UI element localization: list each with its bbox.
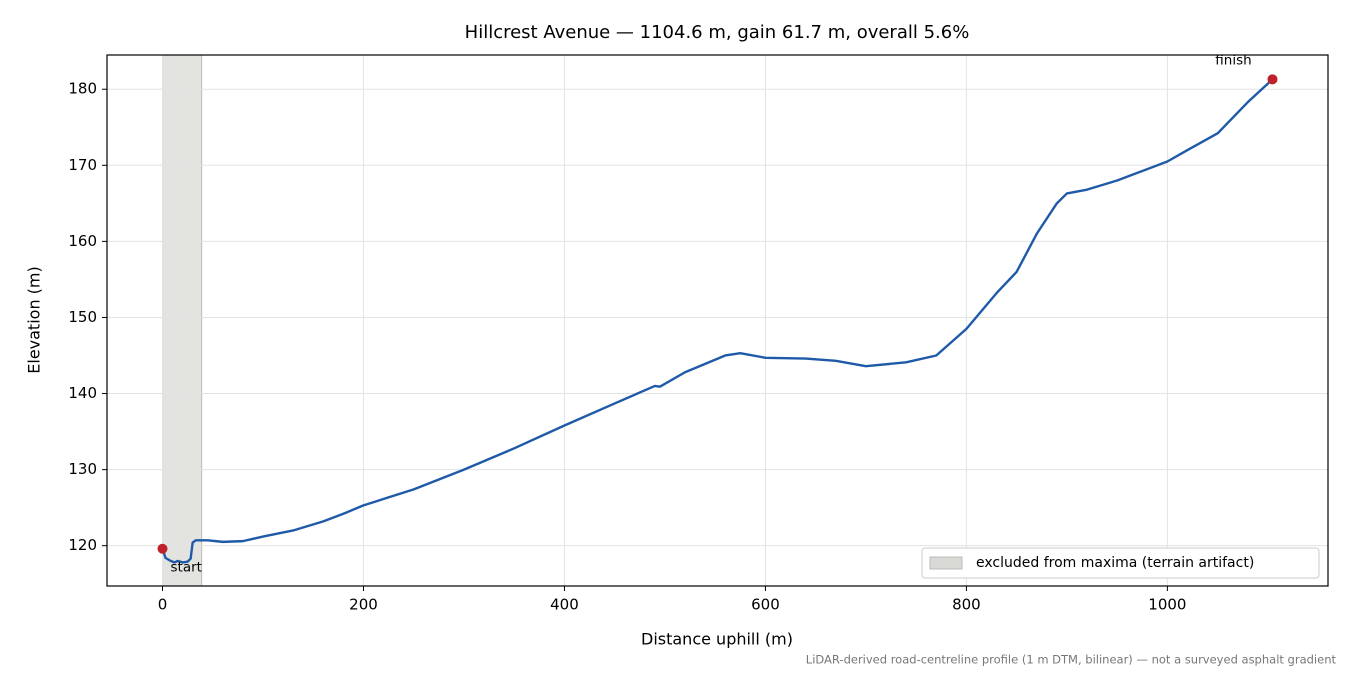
y-tick-label: 130: [68, 460, 97, 478]
y-tick-label: 120: [68, 536, 97, 554]
y-tick-label: 180: [68, 80, 97, 98]
chart-title: Hillcrest Avenue — 1104.6 m, gain 61.7 m…: [465, 22, 970, 43]
y-tick-label: 170: [68, 156, 97, 174]
y-tick-label: 160: [68, 232, 97, 250]
annotation-marker: [157, 543, 168, 554]
x-tick-label: 400: [550, 596, 579, 614]
x-tick-label: 600: [751, 596, 780, 614]
y-tick-label: 150: [68, 308, 97, 326]
x-tick-label: 200: [349, 596, 378, 614]
plot-frame: [106, 54, 1329, 587]
x-tick-label: 0: [158, 596, 168, 614]
legend-label: excluded from maxima (terrain artifact): [976, 555, 1254, 571]
annotation-label: finish: [1215, 52, 1251, 68]
shaded-region: [162, 54, 203, 587]
legend-box: [921, 547, 1320, 579]
x-axis-label: Distance uphill (m): [641, 630, 793, 649]
legend-swatch: [929, 556, 963, 570]
y-tick-label: 140: [68, 384, 97, 402]
elevation-line: [161, 78, 1274, 564]
y-axis-label: Elevation (m): [25, 266, 44, 373]
x-tick-label: 800: [952, 596, 981, 614]
footnote: LiDAR-derived road-centreline profile (1…: [806, 653, 1337, 667]
annotation-marker: [1267, 74, 1278, 85]
x-tick-label: 1000: [1148, 596, 1186, 614]
annotation-label: start: [171, 560, 202, 576]
